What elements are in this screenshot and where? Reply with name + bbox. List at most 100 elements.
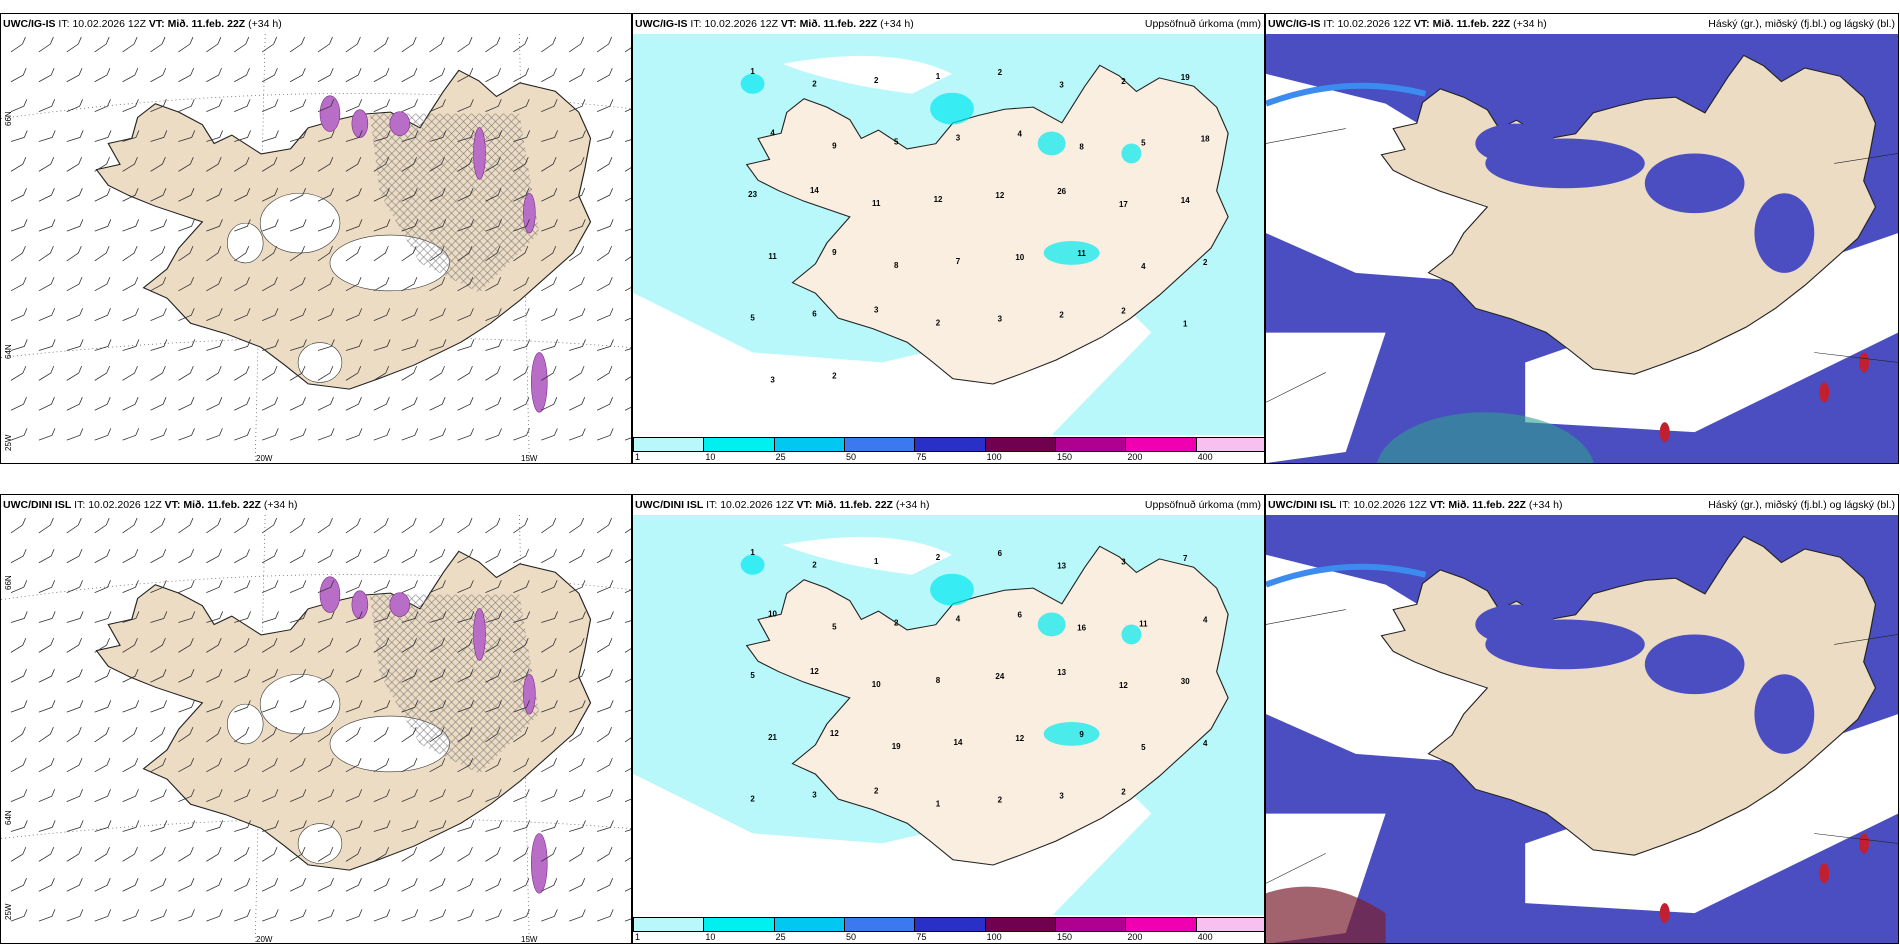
precip-value-label: 13 xyxy=(1057,562,1066,571)
wind-panel-bottom: UWC/DINI ISL IT: 10.02.2026 12Z VT: Mið.… xyxy=(0,494,632,944)
model-name: UWC/IG-IS xyxy=(3,18,56,30)
iceland-coastline xyxy=(745,545,1229,866)
convective-cell xyxy=(319,576,341,613)
precip-value-label: 3 xyxy=(1059,792,1064,801)
precip-value-label: 2 xyxy=(832,371,837,380)
vt-value: Mið. 11.feb. 22Z xyxy=(167,18,246,30)
wind-barbs xyxy=(10,36,631,441)
precip-value-label: 12 xyxy=(934,195,943,204)
colorbar-swatch xyxy=(1195,437,1264,452)
model-name: UWC/DINI ISL xyxy=(635,499,704,511)
precip-value-label: 3 xyxy=(812,791,817,800)
precip-value-label: 2 xyxy=(1121,788,1126,797)
precip-value-label: 7 xyxy=(1183,554,1188,563)
high-cloud-patch xyxy=(1266,886,1386,943)
it-label: IT: xyxy=(1323,18,1335,30)
precip-colorbar: 1 10 25 50 75 100 150 200 400 xyxy=(633,435,1264,463)
lead-time: (+34 h) xyxy=(1513,18,1547,30)
panel-header: UWC/IG-IS IT: 10.02.2026 12Z VT: Mið. 11… xyxy=(633,14,1264,34)
precip-value-label: 3 xyxy=(770,375,775,384)
land-group xyxy=(745,545,1229,866)
it-label: IT: xyxy=(690,18,702,30)
precip-value-label: 17 xyxy=(1119,200,1128,209)
precip-value-label: 4 xyxy=(1141,262,1146,271)
lon-label-25: 25W xyxy=(4,434,13,451)
colorbar-swatch xyxy=(1195,917,1264,932)
glacier xyxy=(226,222,264,264)
heavy-precip-patch xyxy=(1121,624,1142,645)
wind-map[interactable] xyxy=(1,515,631,943)
colorbar-label: 50 xyxy=(846,452,857,462)
precip-value-label: 11 xyxy=(768,252,777,261)
graticule xyxy=(1,515,631,943)
precip-map[interactable]: 1 2 1 2 6 13 3 7 10 5 2 4 6 16 11 4 5 12 10 8 24 13 12 30 21 12 19… xyxy=(633,515,1264,915)
colorbar-swatch xyxy=(914,437,986,452)
lon-label-25: 25W xyxy=(4,903,13,920)
precip-value-label: 9 xyxy=(832,248,837,257)
precip-panel-bottom: UWC/DINI ISL IT: 10.02.2026 12Z VT: Mið.… xyxy=(632,494,1265,944)
precip-value-label: 2 xyxy=(1121,307,1126,316)
heavy-precip-patch xyxy=(1043,240,1100,265)
convective-cell xyxy=(351,109,369,138)
panel-header: UWC/DINI ISL IT: 10.02.2026 12Z VT: Mið.… xyxy=(633,495,1264,515)
colorbar-label: 150 xyxy=(1057,452,1073,462)
colorbar-swatch xyxy=(773,917,845,932)
precip-value-label: 2 xyxy=(874,787,879,796)
precip-value-label: 3 xyxy=(998,315,1003,324)
precip-colorbar: 1 10 25 50 75 100 150 200 400 xyxy=(633,915,1264,943)
wind-barbs xyxy=(10,517,631,922)
it-value: 10.02.2026 12Z xyxy=(704,18,778,30)
colorbar-label: 1 xyxy=(635,452,641,462)
vt-value: Mið. 11.feb. 22Z xyxy=(815,499,893,511)
model-name: UWC/IG-IS xyxy=(635,18,688,30)
wind-map[interactable] xyxy=(1,34,631,463)
colorbar-swatch xyxy=(773,437,845,452)
cloud-map-canvas xyxy=(1266,34,1898,463)
mid-cloud-band xyxy=(1644,153,1745,214)
model-name: UWC/IG-IS xyxy=(1268,18,1321,30)
heavy-precip-patch xyxy=(1037,612,1066,637)
high-cloud-spot xyxy=(1859,352,1870,373)
panel-header: UWC/DINI ISL IT: 10.02.2026 12Z VT: Mið.… xyxy=(1,495,631,515)
precip-map[interactable]: 1 2 2 1 2 3 2 19 4 9 5 3 4 8 5 18 23 14 11 12 12 26 17 14 11 9 8 7 1… xyxy=(633,34,1264,435)
colorbar-swatch xyxy=(633,917,705,932)
precip-value-label: 3 xyxy=(874,306,879,315)
colorbar-label: 75 xyxy=(916,452,927,462)
precip-value-label: 11 xyxy=(1077,249,1086,258)
precip-value-label: 13 xyxy=(1057,668,1066,677)
vt-value: Mið. 11.feb. 22Z xyxy=(1432,18,1511,30)
high-cloud-spot xyxy=(1659,903,1670,924)
precip-value-label: 12 xyxy=(995,191,1004,200)
dry-streak xyxy=(782,536,952,575)
cloud-map[interactable] xyxy=(1266,34,1898,463)
vt-label: VT: xyxy=(1413,18,1430,30)
precip-value-label: 3 xyxy=(1121,558,1126,567)
lat-label-66: 66N xyxy=(4,575,13,590)
precip-value-label: 2 xyxy=(1121,77,1126,86)
colorbar-label: 25 xyxy=(775,932,786,942)
cloud-panel-top: UWC/IG-IS IT: 10.02.2026 12Z VT: Mið. 11… xyxy=(1265,13,1899,464)
convective-cell xyxy=(523,673,536,715)
glacier xyxy=(259,673,341,735)
convective-cell xyxy=(473,127,486,180)
vt-value: Mið. 11.feb. 22Z xyxy=(183,499,261,511)
convective-cell xyxy=(389,592,411,617)
precip-value-label: 4 xyxy=(956,614,961,623)
precip-value-label: 24 xyxy=(995,672,1004,681)
lead-time: (+34 h) xyxy=(263,499,298,511)
lon-label-20: 20W xyxy=(256,935,273,944)
precip-value-label: 8 xyxy=(936,676,941,685)
it-value: 10.02.2026 12Z xyxy=(72,18,146,30)
high-cloud-spot xyxy=(1819,863,1830,884)
precip-value-label: 2 xyxy=(874,76,879,85)
lon-label-15: 15W xyxy=(521,454,538,463)
colorbar-label: 400 xyxy=(1197,452,1213,462)
heavy-precip-patch xyxy=(1043,721,1100,746)
convective-cell xyxy=(531,352,548,413)
precip-value-label: 2 xyxy=(894,618,899,627)
cloud-map[interactable] xyxy=(1266,515,1898,943)
colorbar-swatch xyxy=(1055,917,1127,932)
precip-value-label: 26 xyxy=(1057,187,1066,196)
colorbar-swatch xyxy=(633,437,705,452)
